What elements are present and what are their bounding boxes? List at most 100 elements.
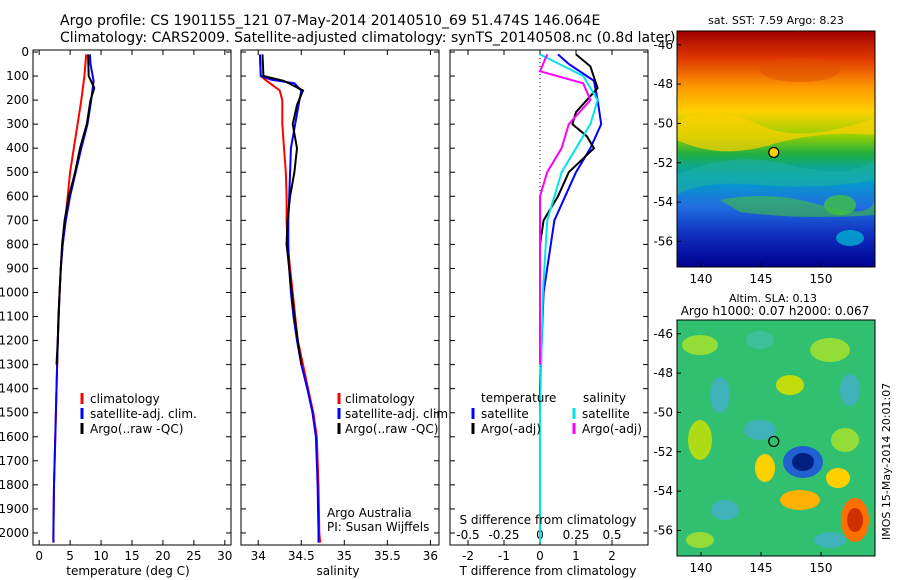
- salinity-panel: 34 34.5 35 35.5 36: [241, 50, 439, 563]
- y-tick-label: 900: [6, 261, 29, 275]
- map-x-tick-label: 150: [810, 272, 833, 286]
- x-tick-label: 15: [124, 549, 139, 563]
- sla-map-title: Altim. SLA: 0.13: [729, 292, 817, 305]
- x-tick-label-top: -0.25: [488, 528, 519, 542]
- map-y-tick-label: -46: [653, 38, 673, 52]
- legend-label-argo: Argo(..raw -QC): [345, 422, 438, 436]
- salinity-panel-frame: [240, 49, 440, 546]
- difference-legend: temperature satellite Argo(-adj) salinit…: [471, 391, 642, 436]
- legend-label-t-satellite: satellite: [481, 407, 529, 421]
- annotation-pi: PI: Susan Wijffels: [327, 520, 429, 534]
- map-x-tick-label: 145: [750, 272, 773, 286]
- legend-label-argo: Argo(..raw -QC): [90, 422, 183, 436]
- sla-map-frame: [676, 319, 876, 557]
- x-tick-label: 35.5: [374, 549, 401, 563]
- x-tick-label: 5: [66, 549, 74, 563]
- x-tick-label: 25: [186, 549, 201, 563]
- y-tick-label: 800: [6, 237, 29, 251]
- map-y-tick-label: -54: [653, 484, 673, 498]
- map-y-tick-label: -56: [653, 234, 673, 248]
- x-tick-label: 35: [337, 549, 352, 563]
- difference-xlabel-top: S difference from climatology: [460, 513, 637, 527]
- map-x-tick-label: 140: [690, 561, 713, 575]
- legend-label-s-satellite: satellite: [582, 407, 630, 421]
- y-tick-label: 300: [6, 117, 29, 131]
- map-y-tick-label: -56: [653, 523, 673, 537]
- map-y-tick-label: -52: [653, 156, 673, 170]
- difference-panel-frame: [449, 49, 649, 546]
- difference-xlabel: T difference from climatology: [459, 564, 637, 578]
- y-tick-label: 100: [6, 69, 29, 83]
- sst-map-frame: [676, 30, 876, 268]
- x-tick-label: -2: [462, 549, 474, 563]
- x-tick-label: 2: [608, 549, 616, 563]
- x-tick-label: 30: [217, 549, 232, 563]
- temperature-xlabel: temperature (deg C): [66, 564, 189, 578]
- legend-label-s-argo: Argo(-adj): [582, 422, 642, 436]
- y-tick-label: 1400: [0, 382, 29, 396]
- salinity-argo-adj-line: [538, 54, 592, 365]
- sst-map-title: sat. SST: 7.59 Argo: 8.23: [708, 14, 844, 27]
- x-tick-label-top: -0.5: [456, 528, 479, 542]
- temperature-legend: climatology satellite-adj. clim. Argo(..…: [80, 392, 197, 436]
- x-tick-label: -1: [498, 549, 510, 563]
- map-x-tick-label: 150: [810, 561, 833, 575]
- y-tick-label: 700: [6, 213, 29, 227]
- sla-map-axes: 140 145 150 -46 -48 -50 -52 -54 -56: [653, 327, 832, 575]
- sst-argo-location-marker: [768, 146, 780, 159]
- x-tick-label: 0: [35, 549, 43, 563]
- map-y-tick-label: -48: [653, 77, 673, 91]
- x-tick-label-top: 0.25: [563, 528, 590, 542]
- sla-map-image: [677, 320, 875, 556]
- x-tick-label: 1: [572, 549, 580, 563]
- y-tick-label: 1600: [0, 430, 29, 444]
- temperature-panel-frame: [32, 49, 232, 546]
- annotation-argo-australia: Argo Australia: [327, 506, 412, 520]
- legend-label-t-argo: Argo(-adj): [481, 422, 541, 436]
- y-tick-label: 500: [6, 165, 29, 179]
- x-tick-label-top: 0.5: [602, 528, 621, 542]
- legend-heading-temperature: temperature: [481, 391, 556, 405]
- y-tick-label: 1700: [0, 454, 29, 468]
- salinity-legend: climatology satellite-adj. clim. Argo(..…: [337, 392, 452, 436]
- y-tick-label: 1200: [0, 334, 29, 348]
- header-line-2: Climatology: CARS2009. Satellite-adjuste…: [60, 30, 675, 46]
- y-tick-label: 600: [6, 189, 29, 203]
- x-tick-label: 0: [536, 549, 544, 563]
- y-tick-label: 1100: [0, 310, 29, 324]
- x-tick-label: 10: [93, 549, 108, 563]
- imos-timestamp: IMOS 15-May-2014 20:01:07: [880, 383, 893, 540]
- y-tick-label: 0: [21, 45, 29, 59]
- y-tick-label: 1300: [0, 358, 29, 372]
- legend-label-climatology: climatology: [345, 392, 415, 406]
- salinity-satellite-line: [539, 53, 599, 543]
- map-y-tick-label: -50: [653, 116, 673, 130]
- y-tick-label: 1000: [0, 285, 29, 299]
- legend-label-satellite: satellite-adj. clim.: [345, 407, 452, 421]
- header-line-1: Argo profile: CS 1901155_121 07-May-2014…: [60, 13, 600, 29]
- temperature-panel: 0 5 10 15 20 25 300100200300400500600700800900…: [0, 45, 232, 563]
- sst-map-axes: 140 145 150 -46 -48 -50 -52 -54 -56: [653, 38, 832, 286]
- map-y-tick-label: -50: [653, 405, 673, 419]
- x-tick-label: 34: [251, 549, 266, 563]
- legend-label-climatology: climatology: [90, 392, 160, 406]
- x-tick-label: 36: [423, 549, 438, 563]
- legend-heading-salinity: salinity: [583, 391, 626, 405]
- legend-label-satellite: satellite-adj. clim.: [90, 407, 197, 421]
- map-y-tick-label: -48: [653, 366, 673, 380]
- y-tick-label: 1900: [0, 502, 29, 516]
- argo-raw-qc-line: [55, 54, 96, 365]
- map-y-tick-label: -46: [653, 327, 673, 341]
- map-x-tick-label: 145: [750, 561, 773, 575]
- sla-map-subtitle: Argo h1000: 0.07 h2000: 0.067: [681, 304, 870, 318]
- y-tick-label: 2000: [0, 526, 29, 540]
- argo-raw-qc-line: [261, 54, 305, 365]
- map-x-tick-label: 140: [690, 272, 713, 286]
- map-y-tick-label: -52: [653, 445, 673, 459]
- y-tick-label: 1500: [0, 406, 29, 420]
- sst-map-image: [677, 31, 875, 267]
- y-tick-label: 200: [6, 93, 29, 107]
- y-tick-label: 400: [6, 141, 29, 155]
